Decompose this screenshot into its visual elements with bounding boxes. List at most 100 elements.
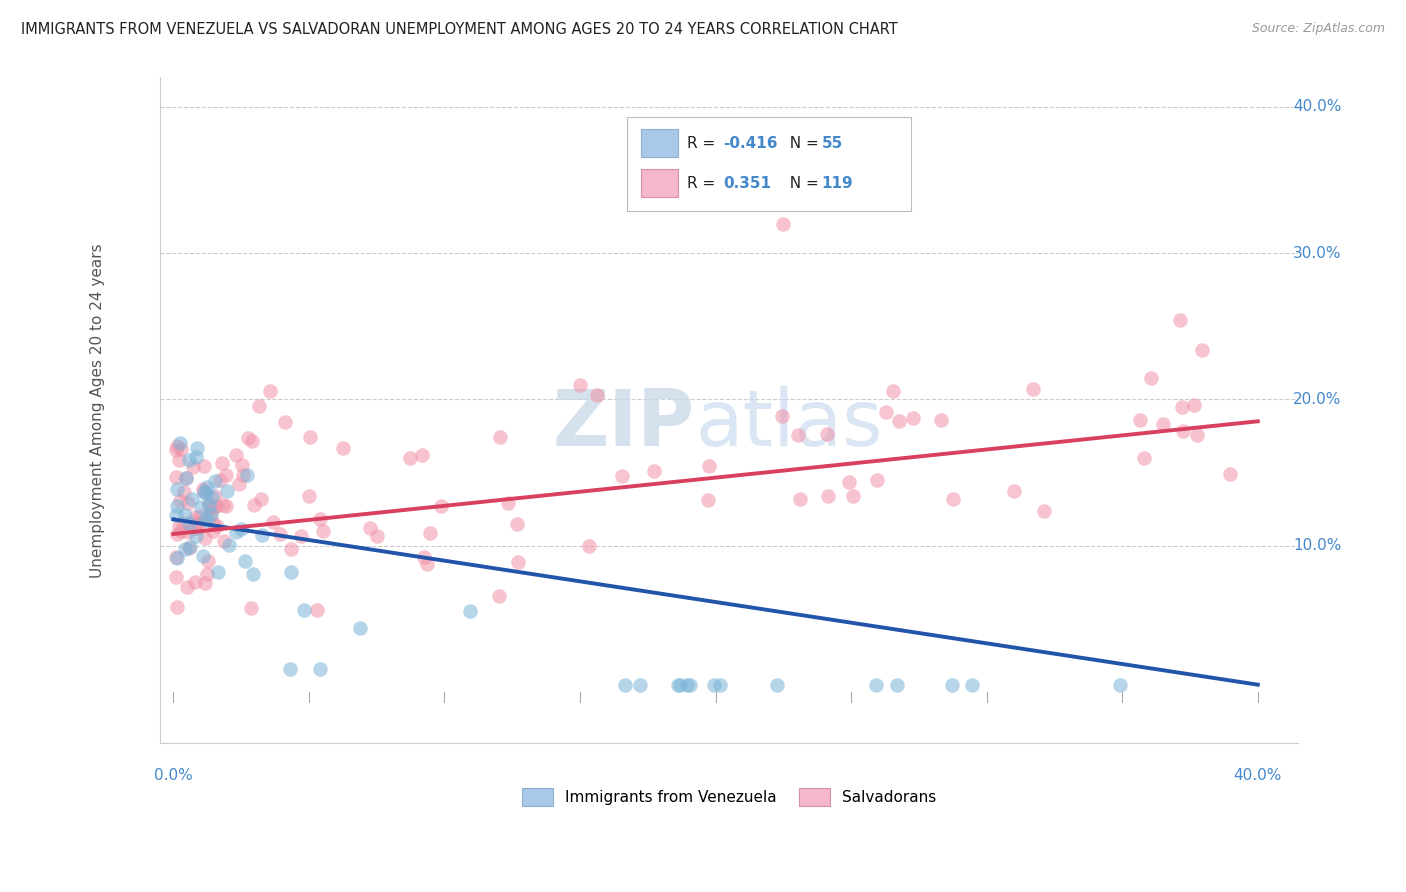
Point <box>901 411 924 425</box>
Point <box>292 603 315 617</box>
Point <box>240 601 263 615</box>
Point <box>232 467 254 482</box>
Point <box>183 521 205 535</box>
Point <box>669 678 692 692</box>
Point <box>1171 424 1194 438</box>
Point <box>838 475 860 490</box>
Point <box>1108 678 1130 692</box>
Point <box>1022 383 1045 397</box>
Point <box>1191 343 1213 357</box>
Point <box>332 442 354 456</box>
Point <box>960 678 983 692</box>
Point <box>1168 312 1191 326</box>
Point <box>187 521 209 535</box>
Point <box>1002 483 1025 498</box>
Point <box>772 217 794 231</box>
FancyBboxPatch shape <box>641 169 678 197</box>
Point <box>250 528 273 542</box>
Point <box>179 540 201 554</box>
Point <box>610 469 633 483</box>
Point <box>366 529 388 543</box>
Point <box>205 518 228 533</box>
Point <box>697 458 720 473</box>
Point <box>180 491 202 506</box>
Point <box>225 448 247 462</box>
Point <box>488 590 510 604</box>
Point <box>411 448 433 462</box>
Text: ZIP: ZIP <box>553 385 695 462</box>
Point <box>174 471 197 485</box>
Point <box>165 470 187 484</box>
Point <box>165 442 187 457</box>
Point <box>193 485 215 500</box>
Point <box>195 566 218 581</box>
Point <box>166 526 188 541</box>
Point <box>169 494 191 508</box>
Point <box>173 508 195 523</box>
Point <box>875 404 897 418</box>
Point <box>177 516 200 531</box>
Point <box>307 603 329 617</box>
Text: 0.351: 0.351 <box>724 176 772 191</box>
Point <box>399 450 422 465</box>
Text: 0.0%: 0.0% <box>153 768 193 783</box>
Point <box>865 678 887 692</box>
Point <box>236 467 259 482</box>
Point <box>202 500 225 514</box>
Point <box>569 378 592 392</box>
Point <box>1033 503 1056 517</box>
Point <box>312 524 335 538</box>
Point <box>173 485 195 500</box>
Point <box>212 498 235 512</box>
Point <box>703 678 725 692</box>
Text: 30.0%: 30.0% <box>1294 245 1341 260</box>
Point <box>269 526 291 541</box>
Point <box>195 480 218 494</box>
Point <box>942 491 965 506</box>
Point <box>1219 467 1241 481</box>
Point <box>290 529 312 543</box>
Point <box>165 508 187 522</box>
Point <box>308 662 330 676</box>
Point <box>815 427 838 442</box>
Point <box>197 554 219 568</box>
Point <box>204 500 226 514</box>
Point <box>489 430 512 444</box>
Point <box>177 452 200 467</box>
Point <box>666 678 689 692</box>
Point <box>247 400 270 414</box>
Point <box>186 515 208 529</box>
Point <box>866 473 889 487</box>
Point <box>184 509 207 524</box>
Point <box>415 557 437 571</box>
Point <box>309 511 332 525</box>
Point <box>166 550 188 565</box>
Point <box>195 513 218 527</box>
Point <box>193 459 215 474</box>
Text: 55: 55 <box>821 136 842 151</box>
Point <box>1133 451 1156 466</box>
Point <box>1152 417 1174 431</box>
Point <box>228 477 250 491</box>
Point <box>183 574 205 589</box>
Point <box>209 473 232 487</box>
Point <box>191 549 214 563</box>
Point <box>176 580 198 594</box>
Point <box>770 409 793 423</box>
Point <box>166 499 188 513</box>
Point <box>170 442 193 457</box>
Text: IMMIGRANTS FROM VENEZUELA VS SALVADORAN UNEMPLOYMENT AMONG AGES 20 TO 24 YEARS C: IMMIGRANTS FROM VENEZUELA VS SALVADORAN … <box>21 22 898 37</box>
Point <box>233 554 256 568</box>
Point <box>231 458 253 473</box>
Point <box>207 565 229 579</box>
FancyBboxPatch shape <box>641 129 678 157</box>
Point <box>460 604 482 618</box>
Point <box>184 529 207 543</box>
Point <box>696 493 718 508</box>
Point <box>359 521 381 535</box>
Point <box>496 496 519 510</box>
Text: atlas: atlas <box>695 385 883 462</box>
Point <box>1187 428 1209 442</box>
Point <box>201 490 224 504</box>
Text: Unemployment Among Ages 20 to 24 years: Unemployment Among Ages 20 to 24 years <box>90 243 104 578</box>
